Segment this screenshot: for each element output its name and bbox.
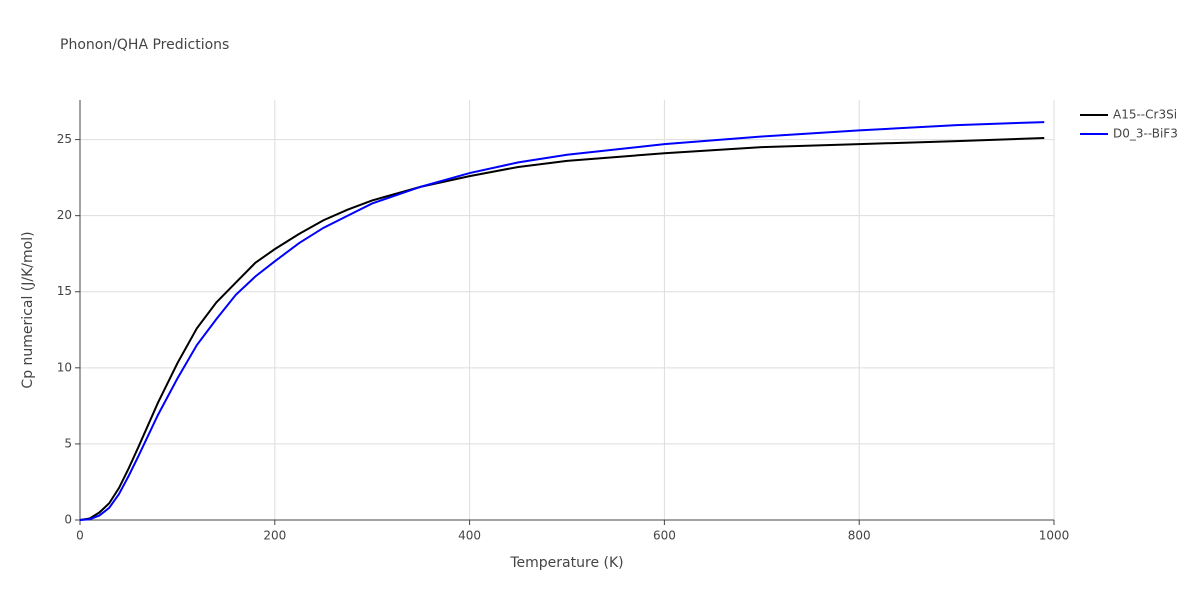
data-line [79, 137, 1045, 521]
x-tick-label: 0 [76, 529, 84, 543]
y-tick-label: 0 [64, 513, 72, 527]
y-tick-label: 10 [57, 360, 72, 374]
x-tick-label: 600 [653, 529, 676, 543]
x-tick-label: 800 [848, 529, 871, 543]
x-tick-label: 400 [458, 529, 481, 543]
legend-label: A15--Cr3Si [1113, 108, 1177, 122]
x-axis-title: Temperature (K) [509, 555, 623, 571]
y-tick-label: 5 [64, 436, 72, 450]
data-line [79, 121, 1045, 521]
y-tick-label: 25 [57, 132, 72, 146]
y-axis-title: Cp numerical (J/K/mol) [20, 231, 36, 388]
y-tick-label: 20 [57, 208, 72, 222]
x-tick-label: 1000 [1039, 529, 1070, 543]
legend-label: D0_3--BiF3 [1113, 127, 1178, 141]
y-tick-label: 15 [57, 284, 72, 298]
x-tick-label: 200 [263, 529, 286, 543]
chart-title: Phonon/QHA Predictions [60, 37, 229, 53]
